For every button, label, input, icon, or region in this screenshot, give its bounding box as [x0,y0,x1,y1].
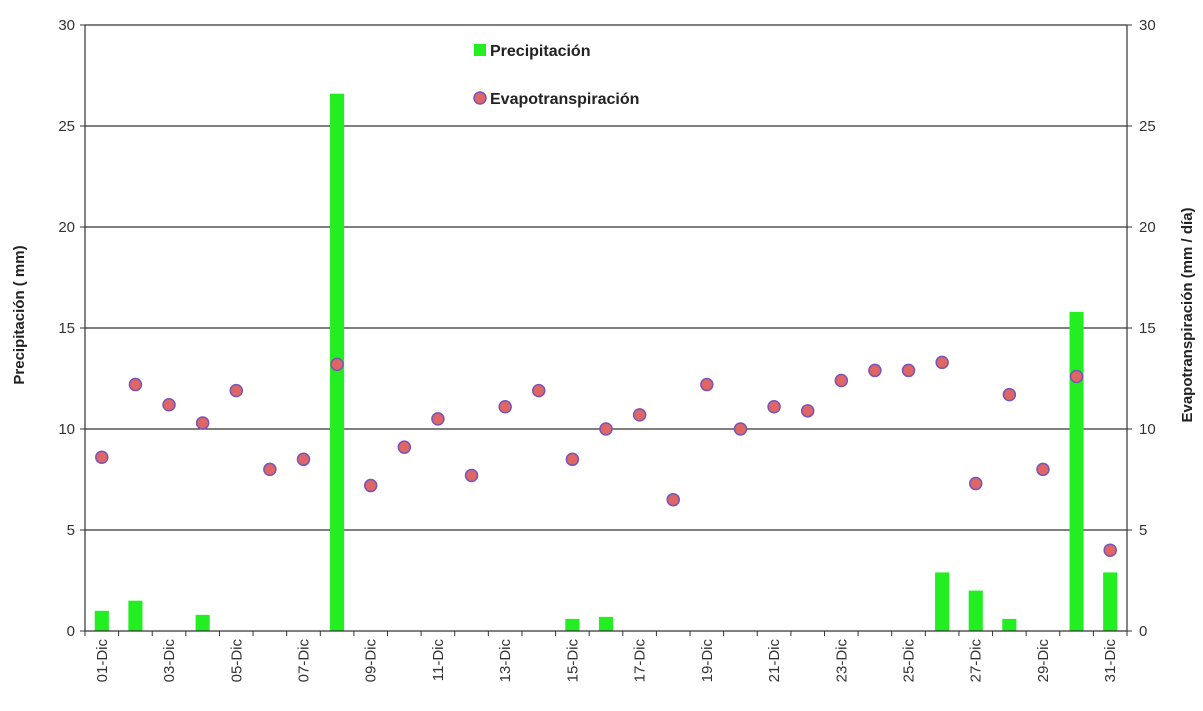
evapotranspiration-point [431,412,445,426]
evapotranspiration-point [464,468,479,483]
x-tick-label: 03-Dic [161,639,178,683]
precipitation-bar [968,590,983,631]
precipitation-bar [1002,618,1017,631]
precipitation-bar [1069,311,1084,631]
evapotranspiration-point [868,363,882,378]
x-tick-label: 07-Dic [295,639,312,683]
precipitation-bar [935,572,950,631]
precipitation-bars [94,93,1118,632]
evapotranspiration-point [1036,462,1050,477]
evapotranspiration-point [767,400,781,414]
right-axis-ticks: 0 5 10 15 20 25 30 [1127,17,1156,640]
left-tick-label: 30 [58,17,75,34]
y-axis-title-left: Precipitación ( mm) [11,245,28,384]
evapotranspiration-point [263,462,277,477]
right-tick-label: 30 [1139,17,1156,34]
x-tick-label: 11-Dic [430,639,447,682]
evapotranspiration-point [532,383,546,398]
x-tick-label: 21-Dic [766,639,783,683]
x-tick-label: 31-Dic [1102,639,1119,683]
left-tick-label: 0 [67,623,75,640]
precipitation-bar [1103,572,1118,631]
gridlines [85,24,1127,531]
evapotranspiration-point [498,400,512,414]
legend-marker-evapotranspiration [473,91,487,105]
x-tick-label: 01-Dic [94,639,111,683]
evapotranspiration-point [296,452,311,467]
precipitation-bar [598,616,614,631]
evapotranspiration-point [901,363,916,378]
x-tick-label: 09-Dic [363,639,380,683]
precipitation-bar [128,600,143,631]
evapotranspiration-point [229,383,244,398]
evapotranspiration-point [162,398,176,412]
x-tick-label: 15-Dic [564,639,581,683]
left-tick-label: 10 [58,421,75,438]
x-tick-label: 05-Dic [228,639,245,683]
y-axis-title-right: Evapotranspiración (mm / día) [1179,207,1196,422]
evapotranspiration-points [95,355,1117,557]
left-tick-label: 15 [58,320,75,337]
x-axis-ticks: 01-Dic 03-Dic 05-Dic 07-Dic 09-Dic 11-Dic 13-D… [84,631,1128,683]
left-tick-label: 25 [58,118,75,135]
right-tick-label: 5 [1139,522,1147,539]
precipitation-bar [565,618,580,631]
legend-label-evapotranspiration: Evapotranspiración [490,91,639,108]
evapotranspiration-point [968,476,983,491]
right-tick-label: 0 [1139,623,1147,640]
legend-label-precipitation: Precipitación [490,43,590,60]
evapotranspiration-point [128,377,143,392]
x-tick-label: 13-Dic [497,639,514,683]
evapotranspiration-point [599,422,613,436]
x-tick-label: 23-Dic [833,639,850,683]
evapotranspiration-point [1002,387,1017,402]
evapotranspiration-point [935,355,949,370]
x-tick-label: 29-Dic [1035,639,1052,683]
evapotranspiration-point [632,408,647,422]
x-tick-label: 17-Dic [632,639,649,683]
x-tick-label: 27-Dic [968,639,985,683]
left-axis-ticks: 0 5 10 15 20 25 30 [58,17,85,640]
left-tick-label: 5 [67,522,75,539]
evapotranspiration-point [1103,543,1117,557]
left-tick-label: 20 [58,219,75,236]
precipitation-bar [94,610,109,631]
x-tick-label: 19-Dic [699,639,716,683]
x-tick-label: 25-Dic [901,639,918,683]
right-tick-label: 10 [1139,421,1156,438]
right-tick-label: 15 [1139,320,1156,337]
evapotranspiration-point [330,357,344,372]
evapotranspiration-point [195,416,210,430]
evapotranspiration-point [834,373,849,388]
evapotranspiration-point [565,452,580,467]
right-tick-label: 20 [1139,219,1156,236]
legend: Precipitación Evapotranspiración [473,43,639,108]
evapotranspiration-point [800,404,815,418]
evapotranspiration-point [700,377,714,392]
precipitation-bar [195,614,210,631]
evapotranspiration-point [666,492,680,507]
right-tick-label: 25 [1139,118,1156,135]
legend-swatch-precipitation [474,44,486,56]
evapotranspiration-point [95,450,109,465]
evapotranspiration-point [733,422,748,436]
evapotranspiration-point [1069,369,1084,384]
evapotranspiration-point [363,478,378,493]
evapotranspiration-point [397,440,412,454]
